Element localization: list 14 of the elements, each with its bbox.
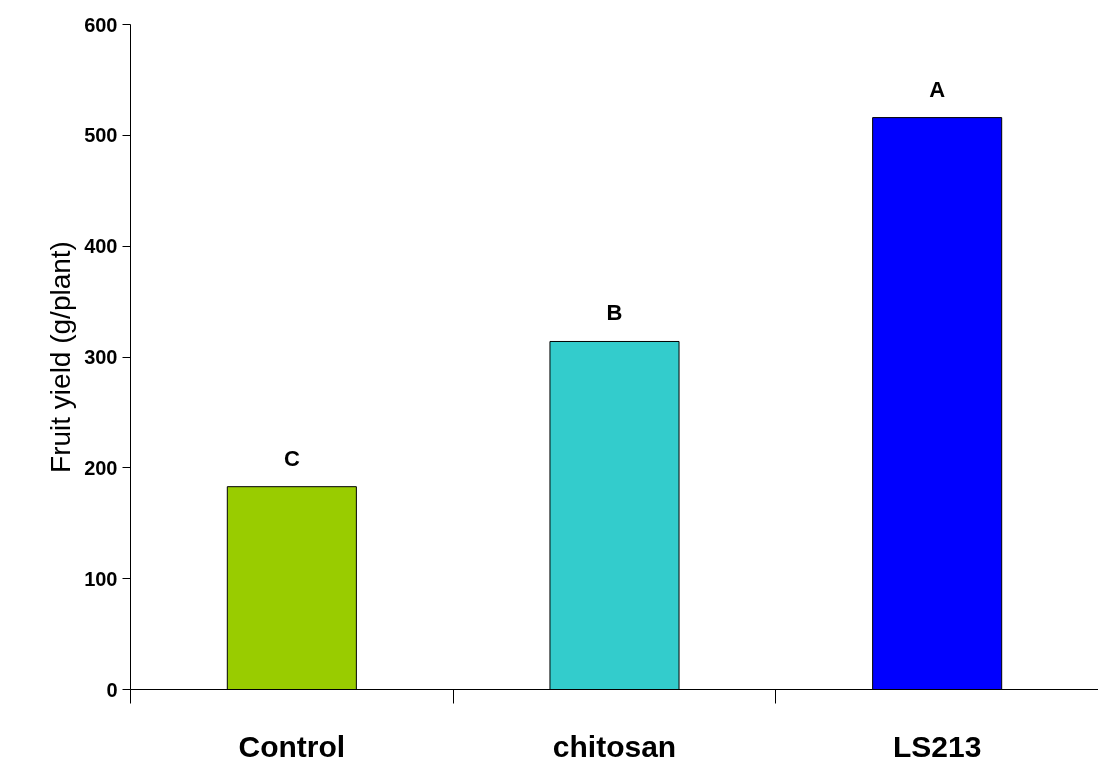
annotation: A (929, 76, 946, 102)
y-tick-label: 300 (84, 346, 118, 368)
y-tick-label: 400 (84, 235, 118, 258)
y-tick-label: 500 (84, 124, 118, 147)
x-tick-label: LS213 (892, 729, 982, 763)
y-tick-label: 600 (84, 13, 118, 36)
x-tick-label: chitosan (552, 729, 677, 763)
y-axis-title: Fruit yield (g/plant) (45, 241, 77, 473)
annotation: C (283, 445, 300, 471)
y-tick-label: 200 (84, 456, 118, 479)
x-tick-label: Control (238, 729, 346, 763)
annotation: B (606, 300, 623, 326)
y-tick-label: 0 (106, 678, 118, 701)
y-tick-label: 100 (84, 567, 118, 590)
